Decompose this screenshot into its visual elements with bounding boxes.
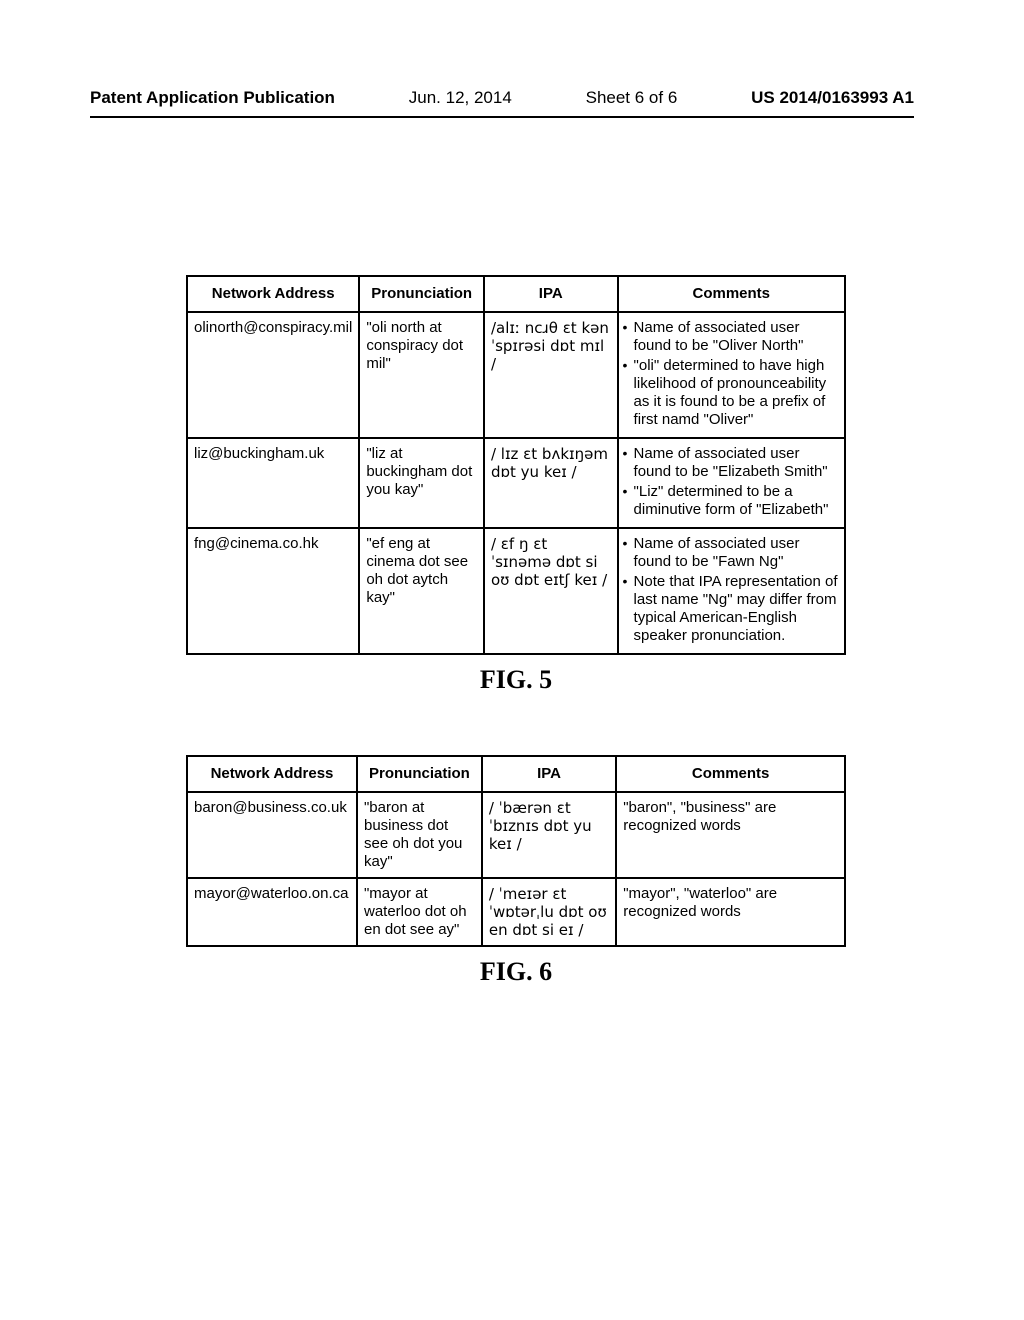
cell-address: olinorth@conspiracy.mil [187,312,359,438]
fig6-table: Network Address Pronunciation IPA Commen… [186,755,846,947]
fig6-caption: FIG. 6 [186,957,846,987]
col-header-pronunciation: Pronunciation [359,276,484,312]
table-row: mayor@waterloo.on.ca"mayor at waterloo d… [187,878,845,946]
publication-number: US 2014/0163993 A1 [751,88,914,108]
cell-ipa: / ˈmeɪər ɛt ˈwɒtərˌlu dɒt oʊ en dɒt si e… [482,878,616,946]
col-header-comments: Comments [616,756,845,792]
col-header-comments: Comments [618,276,845,312]
publication-date: Jun. 12, 2014 [409,88,512,108]
cell-pronunciation: "oli north at conspiracy dot mil" [359,312,484,438]
cell-pronunciation: "ef eng at cinema dot see oh dot aytch k… [359,528,484,654]
fig5-table: Network Address Pronunciation IPA Commen… [186,275,846,655]
cell-comments: Name of associated user found to be "Eli… [618,438,845,528]
table-row: fng@cinema.co.hk"ef eng at cinema dot se… [187,528,845,654]
comment-item: Note that IPA representation of last nam… [625,573,838,645]
page-header: Patent Application Publication Jun. 12, … [0,88,1024,108]
cell-comments: "baron", "business" are recognized words [616,792,845,878]
cell-pronunciation: "baron at business dot see oh dot you ka… [357,792,482,878]
cell-pronunciation: "liz at buckingham dot you kay" [359,438,484,528]
col-header-address: Network Address [187,276,359,312]
col-header-ipa: IPA [484,276,618,312]
cell-comments: Name of associated user found to be "Oli… [618,312,845,438]
table-row: baron@business.co.uk"baron at business d… [187,792,845,878]
fig5-caption: FIG. 5 [186,665,846,695]
comment-item: "Liz" determined to be a diminutive form… [625,483,838,519]
publication-label: Patent Application Publication [90,88,335,108]
cell-ipa: / ɛf ŋ ɛt ˈsɪnəmə dɒt si oʊ dɒt eɪtʃ keɪ… [484,528,618,654]
figures-container: Network Address Pronunciation IPA Commen… [186,275,846,987]
cell-comments: "mayor", "waterloo" are recognized words [616,878,845,946]
col-header-ipa: IPA [482,756,616,792]
cell-address: baron@business.co.uk [187,792,357,878]
comment-item: Name of associated user found to be "Faw… [625,535,838,571]
comment-item: Name of associated user found to be "Eli… [625,445,838,481]
header-rule [90,116,914,118]
table-row: liz@buckingham.uk"liz at buckingham dot … [187,438,845,528]
cell-address: mayor@waterloo.on.ca [187,878,357,946]
cell-address: fng@cinema.co.hk [187,528,359,654]
cell-ipa: / ˈbærən ɛt ˈbɪznɪs dɒt yu keɪ / [482,792,616,878]
cell-address: liz@buckingham.uk [187,438,359,528]
comment-item: "oli" determined to have high likelihood… [625,357,838,429]
sheet-number: Sheet 6 of 6 [586,88,678,108]
cell-ipa: / lɪz ɛt bʌkɪŋəm dɒt yu keɪ / [484,438,618,528]
cell-pronunciation: "mayor at waterloo dot oh en dot see ay" [357,878,482,946]
cell-comments: Name of associated user found to be "Faw… [618,528,845,654]
cell-ipa: /alɪː ncɹθ ɛt kənˈspɪrəsi dɒt mɪl / [484,312,618,438]
table-row: olinorth@conspiracy.mil"oli north at con… [187,312,845,438]
col-header-pronunciation: Pronunciation [357,756,482,792]
col-header-address: Network Address [187,756,357,792]
comment-item: Name of associated user found to be "Oli… [625,319,838,355]
